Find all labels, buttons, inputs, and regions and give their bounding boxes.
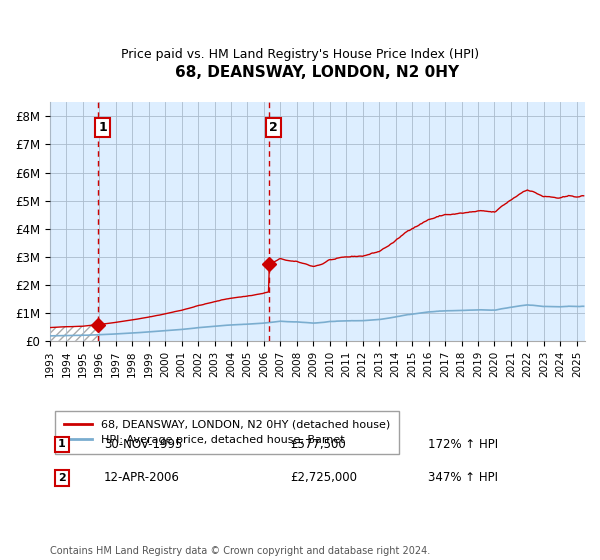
Text: 30-NOV-1995: 30-NOV-1995 [104, 438, 182, 451]
Text: 347% ↑ HPI: 347% ↑ HPI [428, 472, 498, 484]
Text: Contains HM Land Registry data © Crown copyright and database right 2024.
This d: Contains HM Land Registry data © Crown c… [50, 546, 430, 560]
Text: 2: 2 [58, 473, 66, 483]
Text: 1: 1 [98, 121, 107, 134]
Text: 172% ↑ HPI: 172% ↑ HPI [428, 438, 498, 451]
Title: 68, DEANSWAY, LONDON, N2 0HY: 68, DEANSWAY, LONDON, N2 0HY [175, 66, 460, 81]
Text: 12-APR-2006: 12-APR-2006 [104, 472, 180, 484]
Text: £2,725,000: £2,725,000 [290, 472, 357, 484]
Text: Price paid vs. HM Land Registry's House Price Index (HPI): Price paid vs. HM Land Registry's House … [121, 48, 479, 60]
Text: 2: 2 [269, 121, 278, 134]
Text: £577,500: £577,500 [290, 438, 346, 451]
Legend: 68, DEANSWAY, LONDON, N2 0HY (detached house), HPI: Average price, detached hous: 68, DEANSWAY, LONDON, N2 0HY (detached h… [55, 410, 399, 454]
Text: 1: 1 [58, 440, 66, 449]
